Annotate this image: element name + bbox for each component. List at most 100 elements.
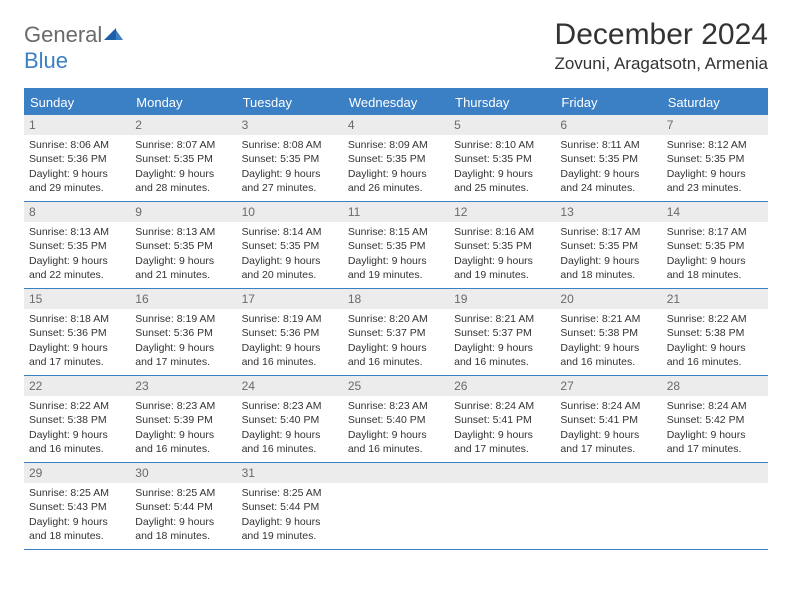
sunrise-line: Sunrise: 8:14 AM: [242, 225, 338, 239]
day-cell: 10Sunrise: 8:14 AMSunset: 5:35 PMDayligh…: [237, 202, 343, 288]
day-number: 3: [237, 115, 343, 135]
weekday-header: Thursday: [449, 90, 555, 115]
day-body: Sunrise: 8:06 AMSunset: 5:36 PMDaylight:…: [24, 135, 130, 200]
daylight-line: Daylight: 9 hours and 16 minutes.: [348, 341, 444, 369]
day-cell: 24Sunrise: 8:23 AMSunset: 5:40 PMDayligh…: [237, 376, 343, 462]
day-body: Sunrise: 8:24 AMSunset: 5:41 PMDaylight:…: [449, 396, 555, 461]
daylight-line: Daylight: 9 hours and 19 minutes.: [454, 254, 550, 282]
day-body: Sunrise: 8:17 AMSunset: 5:35 PMDaylight:…: [555, 222, 661, 287]
day-number: 29: [24, 463, 130, 483]
sunset-line: Sunset: 5:44 PM: [242, 500, 338, 514]
sunrise-line: Sunrise: 8:13 AM: [135, 225, 231, 239]
day-body: Sunrise: 8:19 AMSunset: 5:36 PMDaylight:…: [237, 309, 343, 374]
sunset-line: Sunset: 5:35 PM: [454, 152, 550, 166]
day-body: Sunrise: 8:10 AMSunset: 5:35 PMDaylight:…: [449, 135, 555, 200]
day-body: Sunrise: 8:25 AMSunset: 5:43 PMDaylight:…: [24, 483, 130, 548]
sunset-line: Sunset: 5:40 PM: [348, 413, 444, 427]
sunset-line: Sunset: 5:39 PM: [135, 413, 231, 427]
day-number: 27: [555, 376, 661, 396]
day-number: 10: [237, 202, 343, 222]
day-cell: [449, 463, 555, 549]
sunset-line: Sunset: 5:36 PM: [135, 326, 231, 340]
day-body: Sunrise: 8:25 AMSunset: 5:44 PMDaylight:…: [237, 483, 343, 548]
weekday-header: Tuesday: [237, 90, 343, 115]
weekday-header: Sunday: [24, 90, 130, 115]
day-body: Sunrise: 8:11 AMSunset: 5:35 PMDaylight:…: [555, 135, 661, 200]
sunrise-line: Sunrise: 8:24 AM: [454, 399, 550, 413]
sunrise-line: Sunrise: 8:10 AM: [454, 138, 550, 152]
day-number: 23: [130, 376, 236, 396]
sunset-line: Sunset: 5:42 PM: [667, 413, 763, 427]
daylight-line: Daylight: 9 hours and 20 minutes.: [242, 254, 338, 282]
day-body: Sunrise: 8:13 AMSunset: 5:35 PMDaylight:…: [24, 222, 130, 287]
day-body: Sunrise: 8:14 AMSunset: 5:35 PMDaylight:…: [237, 222, 343, 287]
sunset-line: Sunset: 5:35 PM: [29, 239, 125, 253]
day-body: Sunrise: 8:23 AMSunset: 5:39 PMDaylight:…: [130, 396, 236, 461]
day-body: Sunrise: 8:21 AMSunset: 5:37 PMDaylight:…: [449, 309, 555, 374]
daylight-line: Daylight: 9 hours and 18 minutes.: [560, 254, 656, 282]
day-number: 15: [24, 289, 130, 309]
daylight-line: Daylight: 9 hours and 26 minutes.: [348, 167, 444, 195]
sunset-line: Sunset: 5:38 PM: [560, 326, 656, 340]
day-body: Sunrise: 8:22 AMSunset: 5:38 PMDaylight:…: [662, 309, 768, 374]
day-number: 28: [662, 376, 768, 396]
day-number: 18: [343, 289, 449, 309]
day-number: 30: [130, 463, 236, 483]
sunrise-line: Sunrise: 8:22 AM: [667, 312, 763, 326]
daylight-line: Daylight: 9 hours and 16 minutes.: [560, 341, 656, 369]
day-cell: 14Sunrise: 8:17 AMSunset: 5:35 PMDayligh…: [662, 202, 768, 288]
week-row: 22Sunrise: 8:22 AMSunset: 5:38 PMDayligh…: [24, 376, 768, 463]
day-number: 24: [237, 376, 343, 396]
day-cell: 1Sunrise: 8:06 AMSunset: 5:36 PMDaylight…: [24, 115, 130, 201]
day-cell: 17Sunrise: 8:19 AMSunset: 5:36 PMDayligh…: [237, 289, 343, 375]
day-cell: 7Sunrise: 8:12 AMSunset: 5:35 PMDaylight…: [662, 115, 768, 201]
day-cell: 28Sunrise: 8:24 AMSunset: 5:42 PMDayligh…: [662, 376, 768, 462]
day-number: 2: [130, 115, 236, 135]
day-cell: 4Sunrise: 8:09 AMSunset: 5:35 PMDaylight…: [343, 115, 449, 201]
sunrise-line: Sunrise: 8:19 AM: [135, 312, 231, 326]
day-cell: 15Sunrise: 8:18 AMSunset: 5:36 PMDayligh…: [24, 289, 130, 375]
sunrise-line: Sunrise: 8:19 AM: [242, 312, 338, 326]
day-number: 1: [24, 115, 130, 135]
day-cell: [555, 463, 661, 549]
sunrise-line: Sunrise: 8:21 AM: [454, 312, 550, 326]
location: Zovuni, Aragatsotn, Armenia: [554, 54, 768, 74]
day-body: Sunrise: 8:24 AMSunset: 5:42 PMDaylight:…: [662, 396, 768, 461]
day-cell: 12Sunrise: 8:16 AMSunset: 5:35 PMDayligh…: [449, 202, 555, 288]
month-title: December 2024: [554, 18, 768, 52]
day-number: 17: [237, 289, 343, 309]
day-cell: 21Sunrise: 8:22 AMSunset: 5:38 PMDayligh…: [662, 289, 768, 375]
day-cell: 8Sunrise: 8:13 AMSunset: 5:35 PMDaylight…: [24, 202, 130, 288]
daylight-line: Daylight: 9 hours and 21 minutes.: [135, 254, 231, 282]
day-cell: 16Sunrise: 8:19 AMSunset: 5:36 PMDayligh…: [130, 289, 236, 375]
day-cell: 3Sunrise: 8:08 AMSunset: 5:35 PMDaylight…: [237, 115, 343, 201]
sunrise-line: Sunrise: 8:06 AM: [29, 138, 125, 152]
day-body: Sunrise: 8:15 AMSunset: 5:35 PMDaylight:…: [343, 222, 449, 287]
sunrise-line: Sunrise: 8:08 AM: [242, 138, 338, 152]
sunset-line: Sunset: 5:35 PM: [454, 239, 550, 253]
day-number: 14: [662, 202, 768, 222]
day-cell: 25Sunrise: 8:23 AMSunset: 5:40 PMDayligh…: [343, 376, 449, 462]
logo-text-2: Blue: [24, 48, 68, 73]
daylight-line: Daylight: 9 hours and 16 minutes.: [29, 428, 125, 456]
daylight-line: Daylight: 9 hours and 17 minutes.: [454, 428, 550, 456]
sunrise-line: Sunrise: 8:11 AM: [560, 138, 656, 152]
day-number: 9: [130, 202, 236, 222]
sunset-line: Sunset: 5:36 PM: [29, 152, 125, 166]
daylight-line: Daylight: 9 hours and 25 minutes.: [454, 167, 550, 195]
day-body: Sunrise: 8:24 AMSunset: 5:41 PMDaylight:…: [555, 396, 661, 461]
day-cell: 9Sunrise: 8:13 AMSunset: 5:35 PMDaylight…: [130, 202, 236, 288]
day-body: Sunrise: 8:25 AMSunset: 5:44 PMDaylight:…: [130, 483, 236, 548]
daylight-line: Daylight: 9 hours and 18 minutes.: [29, 515, 125, 543]
day-cell: 6Sunrise: 8:11 AMSunset: 5:35 PMDaylight…: [555, 115, 661, 201]
sunset-line: Sunset: 5:37 PM: [454, 326, 550, 340]
sunrise-line: Sunrise: 8:13 AM: [29, 225, 125, 239]
daylight-line: Daylight: 9 hours and 23 minutes.: [667, 167, 763, 195]
sunrise-line: Sunrise: 8:25 AM: [135, 486, 231, 500]
day-number: 25: [343, 376, 449, 396]
sunrise-line: Sunrise: 8:17 AM: [667, 225, 763, 239]
day-cell: 29Sunrise: 8:25 AMSunset: 5:43 PMDayligh…: [24, 463, 130, 549]
day-number: [449, 463, 555, 483]
day-body: Sunrise: 8:20 AMSunset: 5:37 PMDaylight:…: [343, 309, 449, 374]
day-cell: 18Sunrise: 8:20 AMSunset: 5:37 PMDayligh…: [343, 289, 449, 375]
